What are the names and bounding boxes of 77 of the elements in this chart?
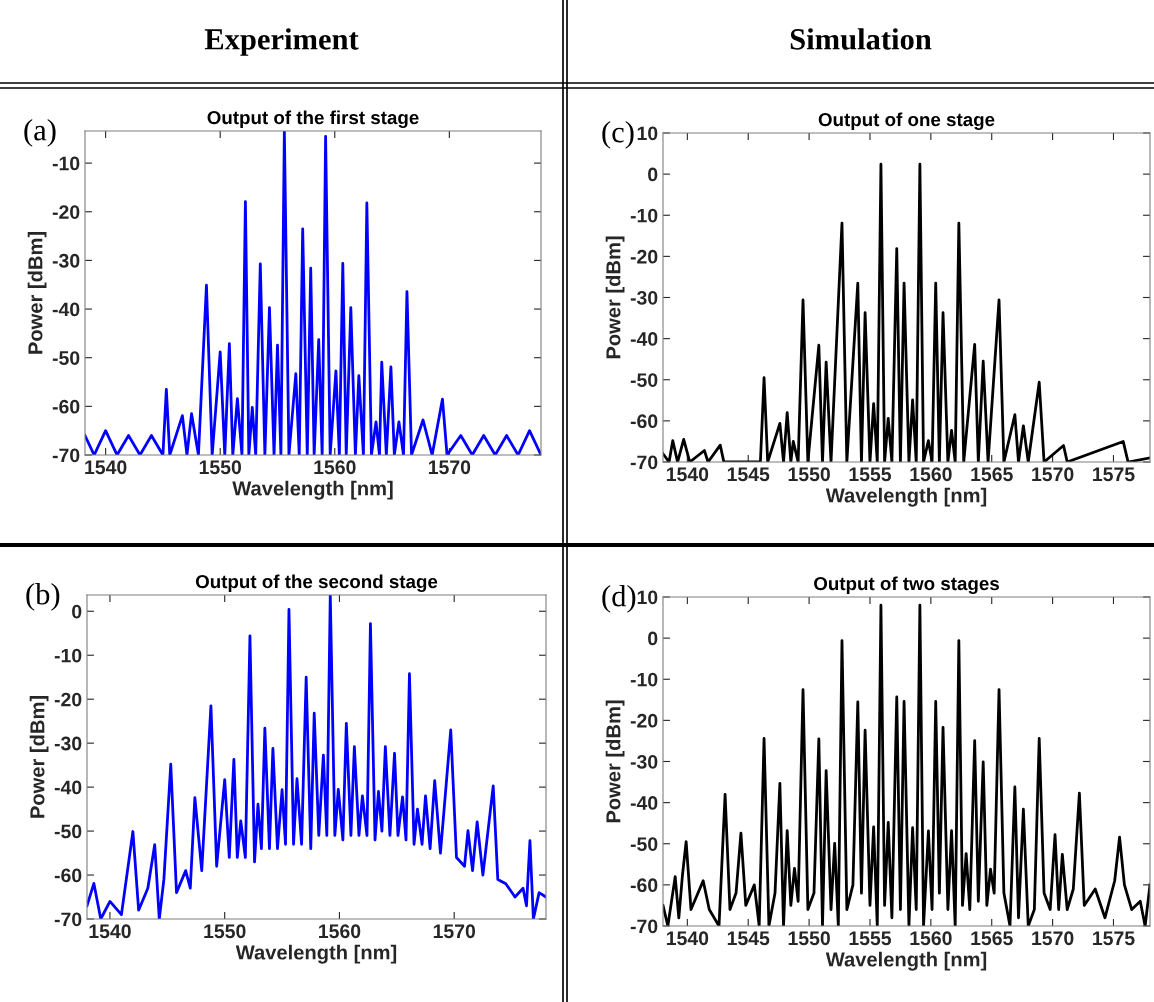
chart-title: Output of the first stage bbox=[207, 110, 419, 129]
chart-title: Output of one stage bbox=[818, 112, 995, 131]
y-tick-label: -60 bbox=[630, 414, 658, 429]
x-tick-label: 1560 bbox=[319, 924, 361, 939]
y-tick-label: -20 bbox=[52, 205, 80, 219]
y-tick-label: 10 bbox=[637, 126, 658, 141]
y-tick-label: -10 bbox=[54, 648, 82, 663]
x-tick-label: 1570 bbox=[433, 924, 476, 939]
text: (c) bbox=[602, 121, 634, 149]
y-axis-title: Power [dBm] bbox=[29, 696, 49, 818]
x-tick-label: 1540 bbox=[85, 460, 127, 475]
x-tick-label: 1570 bbox=[1032, 931, 1074, 946]
text: (b) bbox=[26, 583, 60, 611]
line-series bbox=[87, 595, 546, 919]
y-tick-label: -40 bbox=[630, 332, 658, 346]
y-tick-label: -70 bbox=[52, 448, 80, 463]
y-tick-label: 0 bbox=[648, 631, 658, 646]
x-tick-label: 1565 bbox=[971, 467, 1013, 482]
x-tick-label: 1540 bbox=[666, 931, 709, 946]
chart-title: Output of the second stage bbox=[195, 574, 438, 593]
x-axis-title: Wavelength [nm] bbox=[825, 951, 987, 971]
x-tick-label: 1575 bbox=[1093, 931, 1135, 946]
x-tick-label: 1540 bbox=[89, 924, 131, 939]
y-axis-title: Power [dBm] bbox=[605, 700, 625, 823]
x-tick-label: 1560 bbox=[314, 460, 356, 475]
y-tick-label: -50 bbox=[54, 824, 82, 839]
y-tick-label: -60 bbox=[52, 399, 80, 414]
text: Simulation bbox=[790, 28, 932, 50]
chart-title: Output of two stages bbox=[814, 576, 999, 595]
y-tick-label: -20 bbox=[630, 713, 658, 728]
text: Experiment bbox=[204, 28, 359, 56]
y-axis-title: Power [dBm] bbox=[605, 236, 625, 359]
x-tick-label: 1545 bbox=[727, 467, 770, 482]
y-tick-label: -60 bbox=[54, 868, 82, 883]
y-tick-label: 10 bbox=[637, 590, 658, 605]
x-axis-title: Wavelength [nm] bbox=[232, 480, 393, 500]
x-axis-title: Wavelength [nm] bbox=[235, 944, 397, 964]
y-tick-label: -10 bbox=[630, 208, 658, 223]
y-tick-label: -40 bbox=[630, 796, 658, 810]
y-tick-label: 0 bbox=[72, 604, 82, 619]
x-tick-label: 1570 bbox=[428, 460, 471, 475]
x-tick-label: 1575 bbox=[1093, 467, 1135, 482]
x-tick-label: 1550 bbox=[204, 924, 246, 939]
y-tick-label: -30 bbox=[52, 253, 80, 268]
text: (d) bbox=[602, 585, 636, 613]
y-tick-label: -40 bbox=[52, 302, 80, 317]
x-tick-label: 1545 bbox=[727, 931, 770, 946]
x-tick-label: 1555 bbox=[849, 931, 892, 946]
y-axis-title: Power [dBm] bbox=[27, 232, 47, 354]
y-tick-label: -50 bbox=[630, 373, 658, 387]
x-tick-label: 1540 bbox=[666, 467, 709, 482]
x-tick-label: 1550 bbox=[788, 467, 830, 482]
y-tick-label: 0 bbox=[648, 167, 658, 182]
y-tick-label: -20 bbox=[630, 249, 658, 264]
x-tick-label: 1555 bbox=[849, 467, 892, 482]
y-tick-label: -30 bbox=[630, 290, 658, 305]
y-tick-label: -30 bbox=[630, 754, 658, 769]
x-axis-title: Wavelength [nm] bbox=[825, 487, 987, 507]
y-tick-label: -40 bbox=[54, 780, 82, 795]
x-tick-label: 1560 bbox=[910, 467, 952, 482]
y-tick-label: -30 bbox=[54, 736, 82, 751]
y-tick-label: -70 bbox=[630, 919, 658, 934]
text: (a) bbox=[24, 119, 56, 147]
y-tick-label: -70 bbox=[54, 912, 82, 927]
y-tick-label: -50 bbox=[630, 837, 658, 851]
line-series bbox=[85, 131, 541, 455]
x-tick-label: 1550 bbox=[199, 460, 242, 475]
y-tick-label: -10 bbox=[630, 672, 658, 687]
x-tick-label: 1550 bbox=[788, 931, 830, 946]
y-tick-label: -20 bbox=[54, 692, 82, 707]
y-tick-label: -10 bbox=[52, 156, 80, 171]
x-tick-label: 1570 bbox=[1032, 467, 1074, 482]
x-tick-label: 1565 bbox=[971, 931, 1013, 946]
y-tick-label: -60 bbox=[630, 878, 658, 893]
y-tick-label: -50 bbox=[52, 351, 80, 365]
y-tick-label: -70 bbox=[630, 455, 658, 470]
x-tick-label: 1560 bbox=[910, 931, 952, 946]
